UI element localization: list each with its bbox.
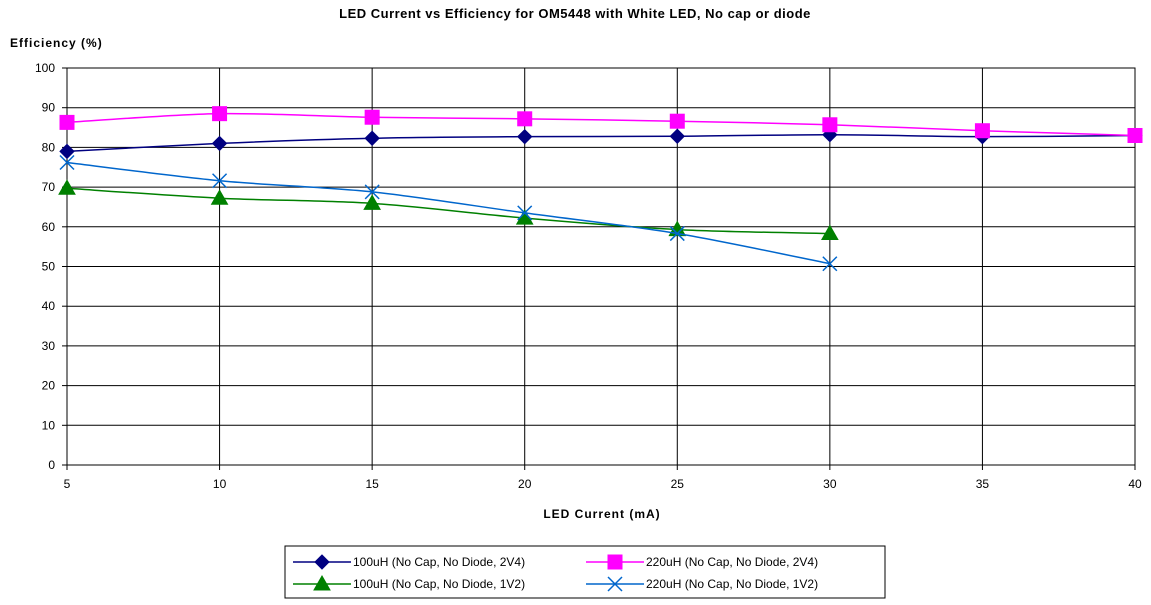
data-point [212, 173, 228, 189]
series-2 [59, 106, 1143, 143]
x-tick-label: 35 [976, 477, 990, 491]
legend-label: 220uH (No Cap, No Diode, 2V4) [646, 555, 818, 569]
series-group [58, 106, 1143, 272]
data-point [364, 109, 380, 125]
data-point [974, 123, 990, 139]
x-marker-stroke [669, 226, 685, 242]
chart-title: LED Current vs Efficiency for OM5448 wit… [339, 6, 811, 21]
data-point [669, 113, 685, 129]
x-tick-label: 5 [64, 477, 71, 491]
data-point [212, 106, 228, 122]
x-axis-label: LED Current (mA) [543, 507, 660, 521]
x-tick-label: 40 [1128, 477, 1142, 491]
series-line [66, 133, 1136, 153]
x-tick-label: 15 [365, 477, 379, 491]
data-point [517, 111, 533, 127]
x-tick-label: 30 [823, 477, 837, 491]
series-line [66, 161, 831, 265]
data-point [59, 143, 75, 160]
legend-entry: 220uH (No Cap, No Diode, 2V4) [586, 554, 818, 570]
series-line [66, 112, 1136, 137]
legend-entry: 100uH (No Cap, No Diode, 2V4) [293, 554, 525, 570]
x-marker-stroke [607, 576, 623, 592]
x-tick-label: 20 [518, 477, 532, 491]
legend: 100uH (No Cap, No Diode, 2V4) 220uH (No C… [284, 545, 886, 599]
data-point [669, 226, 685, 242]
data-point [364, 130, 380, 146]
data-point [822, 117, 838, 133]
data-point [517, 205, 533, 221]
x-marker-stroke [517, 205, 533, 221]
data-point [59, 114, 75, 130]
x-marker-stroke [212, 173, 228, 189]
y-tick-label: 90 [42, 101, 56, 115]
tick-labels: 0 10 20 30 40 50 60 70 80 90 100 5 10 15 20 25 30 35 40 [35, 61, 1142, 491]
legend-label: 100uH (No Cap, No Diode, 1V2) [353, 577, 525, 591]
y-tick-label: 30 [42, 339, 56, 353]
x-marker-stroke [59, 154, 75, 171]
data-point [822, 256, 838, 272]
y-tick-label: 50 [42, 260, 56, 274]
y-tick-label: 20 [42, 379, 56, 393]
series-line [66, 187, 830, 235]
y-tick-label: 40 [42, 299, 56, 313]
legend-box [284, 545, 886, 599]
data-point [517, 128, 533, 145]
legend-items: 100uH (No Cap, No Diode, 2V4) 220uH (No C… [293, 554, 818, 592]
y-tick-label: 70 [42, 180, 56, 194]
data-point [1127, 127, 1143, 143]
data-point [363, 194, 382, 210]
data-point [364, 184, 380, 200]
x-tick-label: 10 [213, 477, 227, 491]
y-tick-label: 80 [42, 140, 56, 154]
x-marker-stroke [364, 184, 380, 200]
series-4 [59, 154, 838, 272]
legend-marker [607, 554, 623, 570]
legend-marker [313, 574, 331, 591]
data-point [59, 154, 75, 171]
data-point [58, 179, 76, 195]
legend-entry: 100uH (No Cap, No Diode, 1V2) [293, 574, 525, 591]
legend-marker [607, 576, 623, 592]
grid [62, 67, 1136, 470]
y-tick-label: 0 [48, 458, 55, 472]
data-point [210, 189, 229, 205]
data-point [669, 128, 685, 144]
x-tick-label: 25 [671, 477, 685, 491]
legend-label: 100uH (No Cap, No Diode, 2V4) [353, 555, 525, 569]
y-axis-label: Efficiency (%) [10, 36, 103, 50]
y-tick-label: 10 [42, 418, 56, 432]
series-3 [58, 179, 839, 241]
legend-entry: 220uH (No Cap, No Diode, 1V2) [586, 576, 818, 592]
legend-label: 220uH (No Cap, No Diode, 1V2) [646, 577, 818, 591]
x-marker-stroke [822, 256, 838, 272]
data-point [820, 224, 839, 241]
y-tick-label: 60 [42, 220, 56, 234]
legend-marker [314, 554, 330, 570]
y-tick-label: 100 [35, 61, 55, 75]
data-point [211, 135, 228, 152]
